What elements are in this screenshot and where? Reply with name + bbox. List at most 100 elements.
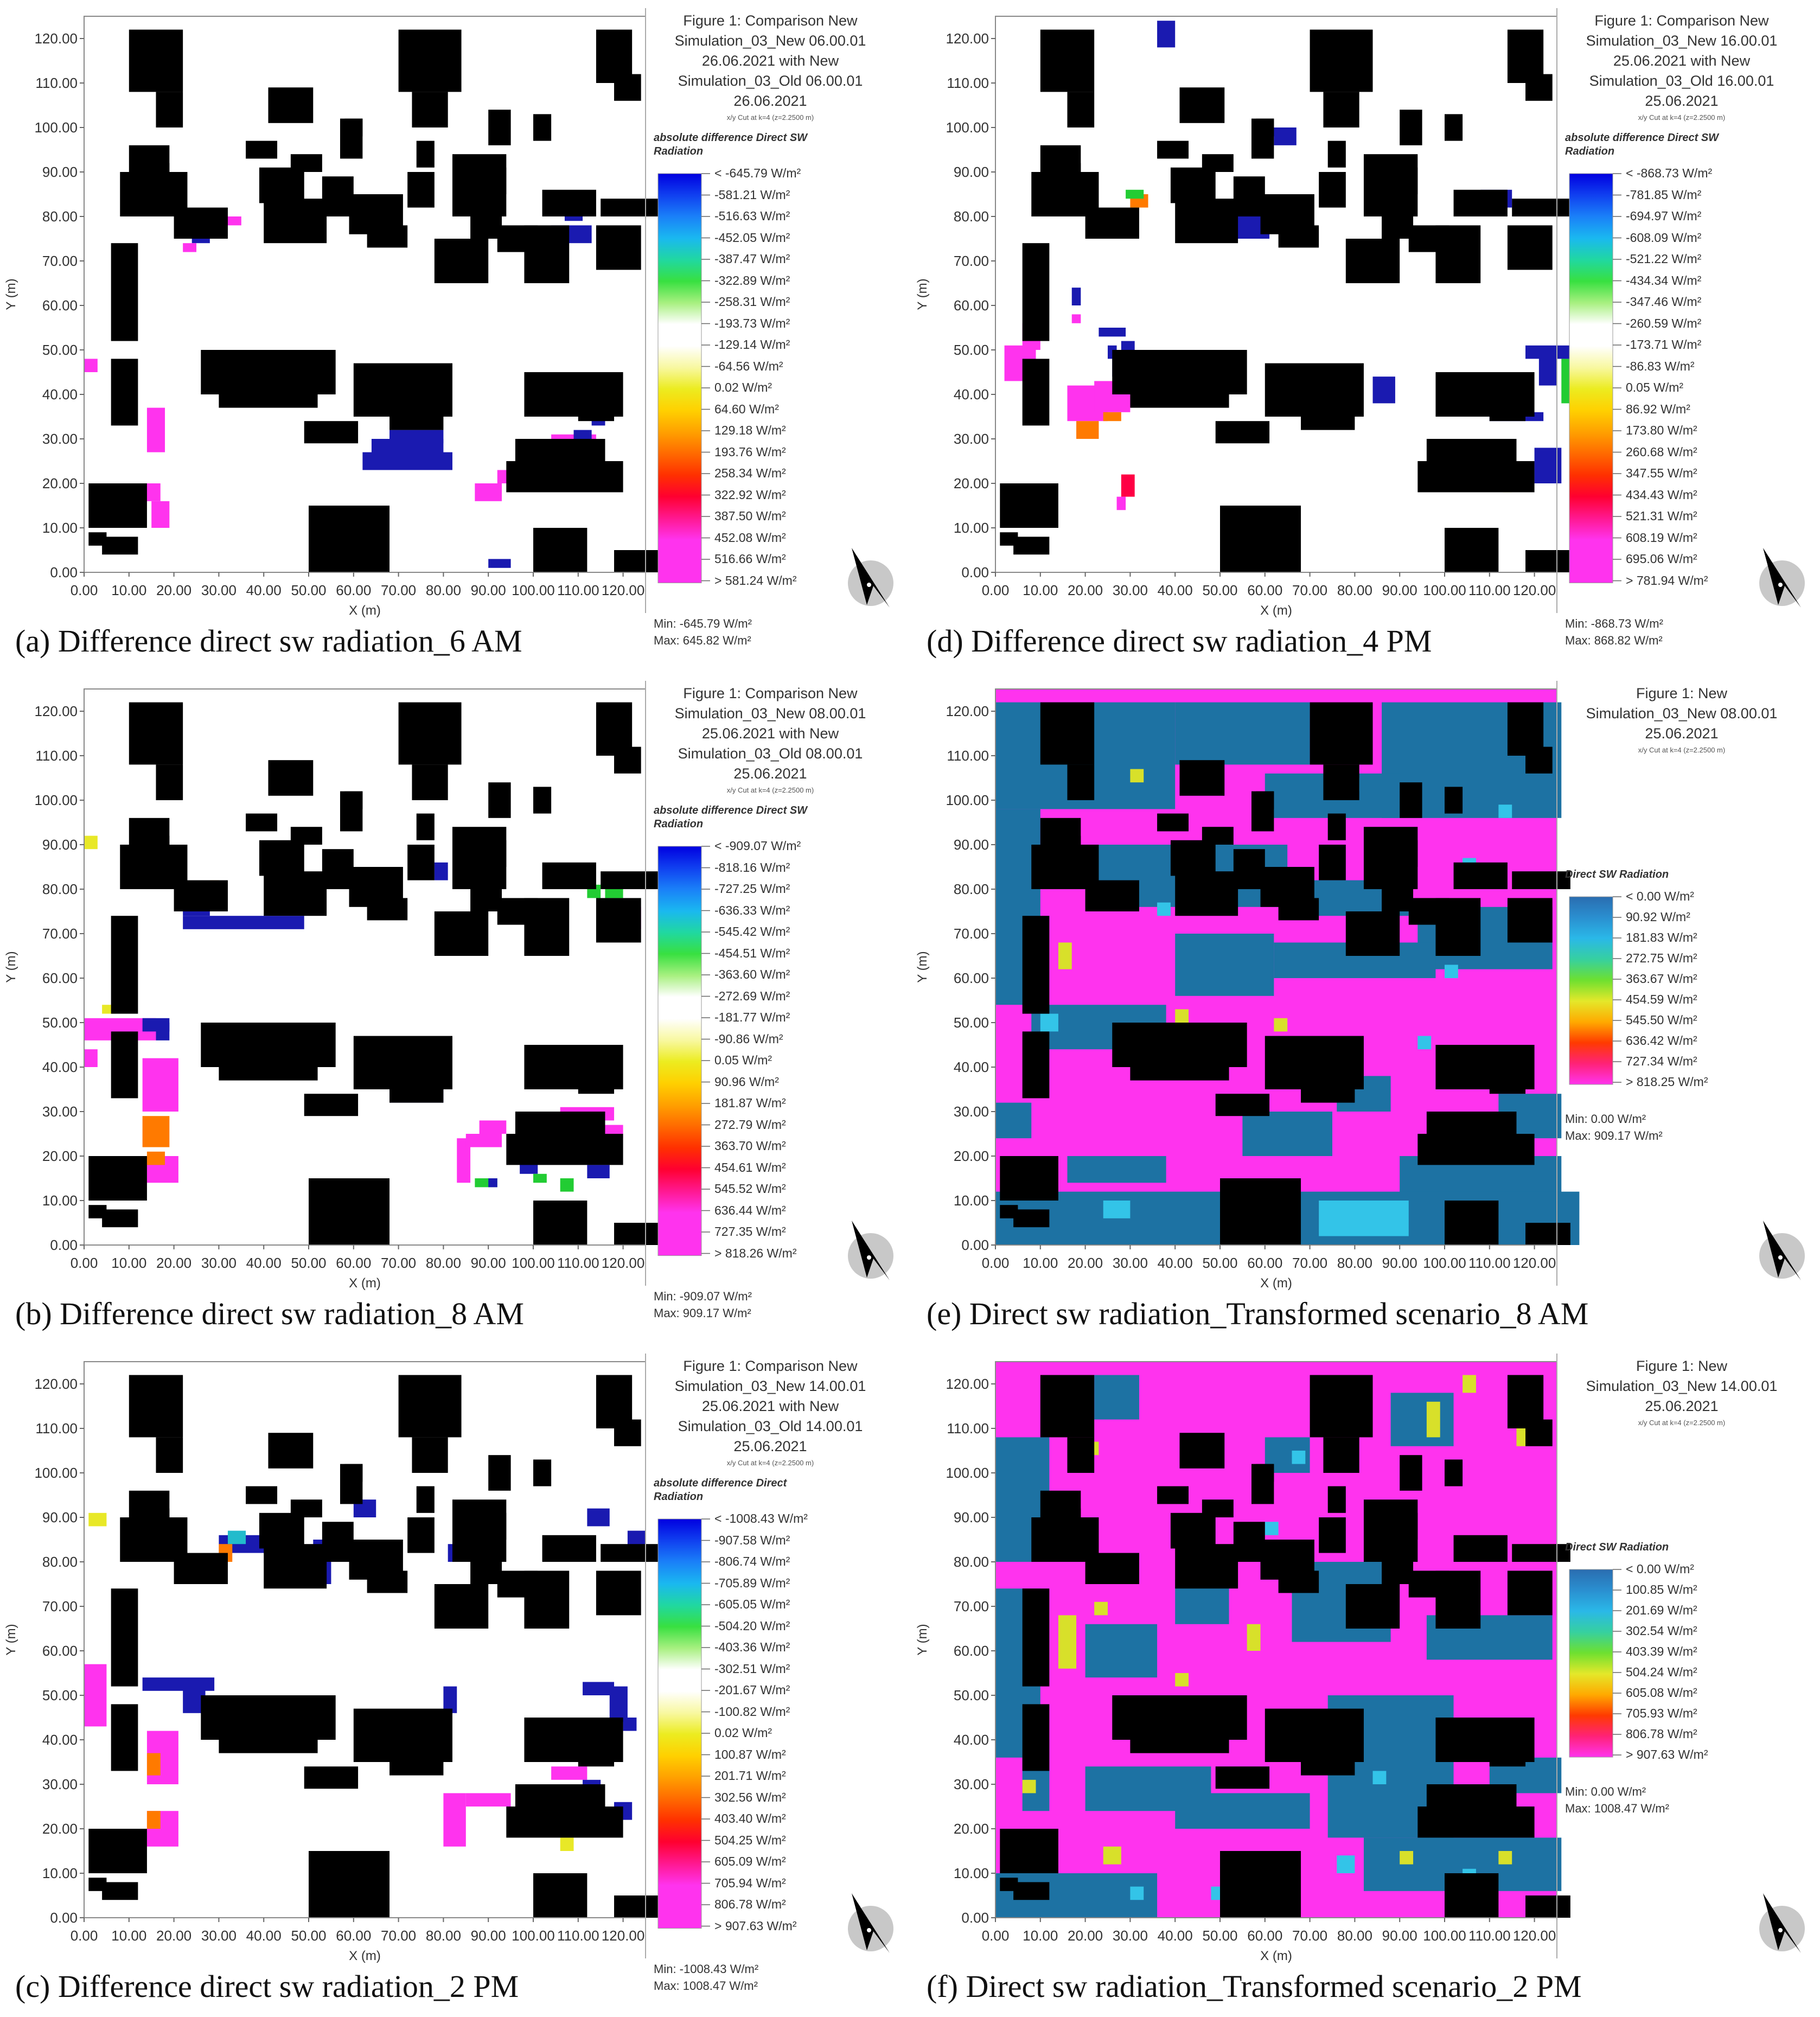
scale-label: 272.75 W/m² <box>1626 951 1697 965</box>
building <box>1278 1571 1319 1593</box>
scale-label: 516.66 W/m² <box>714 552 786 566</box>
difference-patch <box>1561 359 1570 404</box>
y-tick-label: 70.00 <box>954 253 989 269</box>
north-arrow-icon <box>1759 1221 1805 1280</box>
building <box>309 1851 390 1918</box>
x-tick-label: 50.00 <box>1202 582 1237 598</box>
building <box>389 407 444 430</box>
scale-label: < 0.00 W/m² <box>1626 1562 1694 1576</box>
building <box>1319 845 1346 880</box>
x-tick-label: 10.00 <box>111 582 146 598</box>
x-tick-label: 80.00 <box>1337 1927 1372 1944</box>
difference-patch <box>1372 376 1395 404</box>
building <box>470 1562 497 1584</box>
building <box>533 1201 587 1245</box>
x-tick-label: 50.00 <box>291 582 326 598</box>
building <box>102 537 138 555</box>
building <box>1507 702 1544 756</box>
y-axis-label: Y (m) <box>4 951 18 982</box>
scale-label: -387.47 W/m² <box>714 252 790 266</box>
building <box>111 1031 138 1099</box>
building <box>1525 550 1570 572</box>
color-scale: < -1008.43 W/m² -907.58 W/m² -806.74 W/m² -… <box>654 1511 887 1951</box>
y-axis-label: Y (m) <box>915 1624 930 1655</box>
x-tick-label: 90.00 <box>471 1927 506 1944</box>
y-tick-label: 10.00 <box>42 520 78 536</box>
building <box>434 1584 489 1629</box>
x-tick-label: 70.00 <box>1292 582 1327 598</box>
y-tick-label: 70.00 <box>42 925 78 942</box>
building <box>407 1517 435 1553</box>
scale-label: 545.52 W/m² <box>714 1182 786 1196</box>
cut-label: x/y Cut at k=4 (z=2.2500 m) <box>1638 746 1726 754</box>
radiation-spot <box>1103 1201 1131 1218</box>
shaded-area <box>995 1102 1032 1139</box>
x-tick-label: 10.00 <box>111 1255 146 1271</box>
x-tick-label: 110.00 <box>1468 1255 1511 1271</box>
scale-label: 521.31 W/m² <box>1626 509 1697 523</box>
radiation-spot <box>1094 1601 1108 1616</box>
radiation-map: 0.000.00 10.00 10.00 20.00 20.00 30.00 30.00 40… <box>4 1354 893 1963</box>
y-tick-label: 30.00 <box>42 1776 78 1792</box>
building <box>506 1807 623 1838</box>
scale-label: 129.18 W/m² <box>714 423 786 437</box>
building <box>246 1486 278 1504</box>
min-value: Min: -1008.43 W/m² <box>654 1962 759 1976</box>
building <box>515 1784 605 1807</box>
building <box>1202 154 1234 172</box>
x-axis-label: X (m) <box>1260 1949 1292 1963</box>
building <box>542 1535 596 1562</box>
scale-label: 100.85 W/m² <box>1626 1582 1697 1597</box>
shaded-area <box>1094 1375 1139 1420</box>
scale-label: 605.08 W/m² <box>1626 1686 1697 1700</box>
difference-patch <box>587 1508 610 1527</box>
x-tick-label: 20.00 <box>1068 1255 1103 1271</box>
building <box>129 702 183 765</box>
radiation-spot <box>1175 1673 1189 1687</box>
radiation-spot <box>1400 1851 1414 1865</box>
x-tick-label: 40.00 <box>1158 1927 1193 1944</box>
building <box>1067 1437 1095 1473</box>
y-tick-label: 50.00 <box>954 1687 989 1703</box>
building <box>1310 1375 1373 1438</box>
y-tick-label: 30.00 <box>954 431 989 447</box>
difference-patch <box>1121 474 1135 497</box>
figure-title: Figure 1: New Simulation_03_New 14.00.01… <box>1586 1358 1778 1414</box>
north-arrow-icon <box>1759 548 1805 608</box>
building <box>322 1522 354 1562</box>
radiation-spot <box>1103 1846 1121 1865</box>
scale-label: -100.82 W/m² <box>714 1704 790 1719</box>
x-tick-label: 30.00 <box>1113 1927 1148 1944</box>
scale-label: 0.02 W/m² <box>714 1726 772 1740</box>
color-scale: < -868.73 W/m² -781.85 W/m² -694.97 W/m² -6… <box>1565 166 1798 605</box>
difference-patch <box>183 916 304 929</box>
x-tick-label: 80.00 <box>1337 582 1372 598</box>
min-max: Min: -868.73 W/m² Max: 868.82 W/m² <box>1565 615 1798 649</box>
building <box>1022 359 1050 426</box>
building <box>398 702 462 765</box>
building <box>1215 1766 1270 1789</box>
building <box>614 1223 659 1245</box>
scale-label: 403.39 W/m² <box>1626 1644 1697 1658</box>
max-value: Max: 645.82 W/m² <box>654 634 751 647</box>
building <box>1489 1748 1526 1767</box>
difference-patch <box>142 1116 170 1147</box>
building <box>1301 407 1355 430</box>
scale-label: -907.58 W/m² <box>714 1533 790 1547</box>
building <box>1507 898 1553 943</box>
y-tick-label: 40.00 <box>42 386 78 403</box>
building <box>156 764 183 800</box>
building <box>398 29 462 92</box>
building <box>264 199 327 244</box>
building <box>1256 1464 1274 1482</box>
scale-label: 545.50 W/m² <box>1626 1013 1697 1027</box>
y-tick-label: 90.00 <box>954 164 989 180</box>
scale-label: 181.83 W/m² <box>1626 930 1697 944</box>
building <box>1179 1433 1225 1469</box>
building <box>412 92 448 127</box>
scale-label: -504.20 W/m² <box>714 1618 790 1633</box>
difference-patch <box>1099 328 1126 337</box>
difference-patch <box>609 1686 628 1722</box>
x-tick-label: 70.00 <box>1292 1927 1327 1944</box>
x-tick-label: 20.00 <box>156 1255 191 1271</box>
